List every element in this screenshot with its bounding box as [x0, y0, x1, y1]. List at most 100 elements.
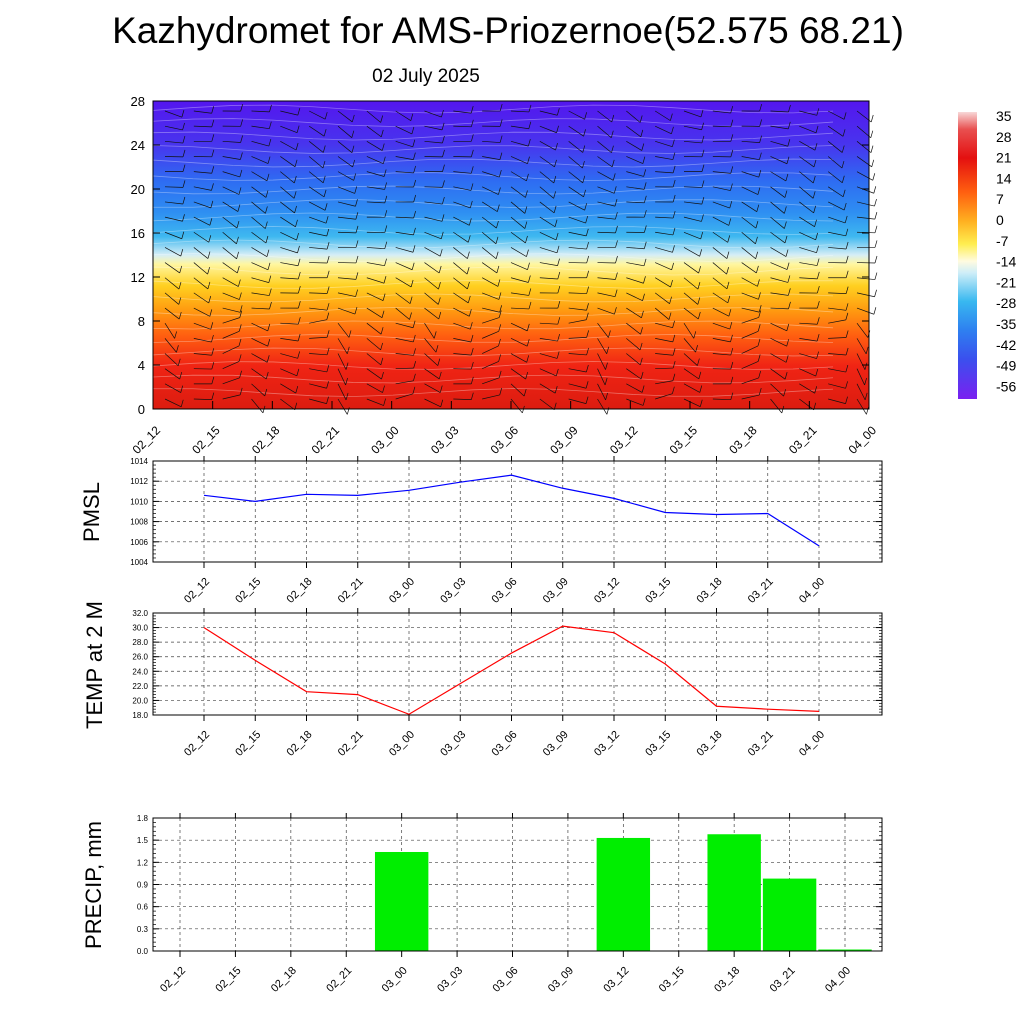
wind-barb-flag [499, 103, 503, 112]
wind-barb-flag [669, 296, 672, 304]
wind-barb [453, 201, 471, 209]
wind-barb [251, 353, 268, 363]
series-line [203, 474, 820, 547]
wind-barb [741, 361, 759, 370]
wind-barb-flag [785, 355, 789, 363]
wind-barb [309, 383, 327, 389]
wind-barb [799, 125, 817, 134]
wind-barb [828, 247, 847, 250]
wind-barb-flag [351, 145, 355, 153]
wind-barb-flag [326, 312, 330, 320]
wind-barb-flag [236, 265, 240, 274]
wind-barb [222, 231, 237, 245]
wind-barb [481, 247, 497, 260]
wind-barb [712, 171, 731, 174]
wind-barb [453, 292, 469, 304]
wind-barb-flag [642, 156, 646, 164]
wind-barb-flag [758, 170, 762, 178]
colorbar-label: 14 [996, 170, 1012, 186]
wind-barb-flag [586, 364, 589, 373]
wind-barb [366, 171, 385, 177]
wind-barb [626, 186, 645, 190]
wind-barb [164, 125, 183, 131]
wind-barb [482, 361, 499, 370]
y-tick-label: 18.0 [132, 711, 148, 720]
wind-barb [568, 201, 585, 211]
wind-barb-flag [730, 149, 734, 157]
wind-barb-flag [470, 106, 474, 114]
x-tick-label: 03_06 [488, 423, 522, 457]
wind-barb-flag [322, 175, 326, 183]
wind-barb [510, 171, 527, 182]
wind-barb [308, 156, 324, 169]
wind-barb-flag [413, 227, 416, 235]
wind-barb [481, 201, 498, 212]
wind-barb-flag [410, 113, 414, 121]
y-tick-label: 1.2 [137, 858, 149, 867]
x-tick-label: 02_21 [336, 576, 366, 606]
wind-barb-flag [784, 372, 788, 380]
wind-barb-flag [726, 251, 730, 259]
x-tick-label: 02_21 [309, 423, 343, 457]
wind-barb [828, 337, 847, 339]
wind-barb [510, 125, 529, 130]
wind-barb-flag [697, 358, 700, 366]
wind-barb-flag [181, 110, 185, 118]
wind-barb [424, 338, 437, 353]
wind-barb-flag [179, 265, 183, 274]
colorbar-gradient [958, 112, 977, 399]
colorbar-label: 21 [996, 150, 1012, 166]
wind-barb [770, 247, 787, 257]
wind-barb-flag [758, 387, 762, 396]
wind-barb [251, 110, 270, 113]
wind-barb-flag [498, 370, 502, 378]
wind-barb [799, 110, 817, 116]
wind-barb [251, 216, 266, 229]
wind-barb-flag [557, 333, 560, 342]
wind-barb-flag [470, 361, 474, 370]
wind-barb [568, 171, 583, 184]
wind-barb [828, 368, 846, 373]
wind-barb [770, 262, 788, 270]
wind-barb-flag [874, 272, 878, 280]
wind-barb [741, 307, 760, 313]
y-tick-label: 28.0 [132, 638, 148, 647]
wind-barb [568, 216, 586, 224]
wind-barb-flag [523, 388, 527, 397]
wind-barb [337, 338, 348, 354]
wind-barb [828, 383, 846, 389]
wind-barb-flag [467, 281, 470, 290]
wind-barb-flag [865, 346, 869, 354]
wind-barb [568, 186, 584, 198]
wind-barb [424, 383, 441, 393]
colorbar-label: -14 [996, 254, 1016, 270]
wind-barb [164, 216, 183, 222]
x-tick-label: 03_18 [695, 729, 725, 759]
wind-barb [424, 292, 439, 305]
wind-barb-flag [874, 289, 877, 297]
wind-barb-flag [182, 135, 186, 144]
wind-barb-flag [758, 292, 761, 300]
x-tick-label: 03_09 [547, 423, 581, 457]
wind-barb-flag [672, 227, 676, 236]
wind-barb-flag [438, 282, 441, 290]
wind-barb-flag [554, 386, 558, 394]
wind-barb-flag [208, 235, 212, 243]
wind-barb-flag [410, 279, 414, 288]
wind-barb-flag [670, 279, 673, 288]
wind-barb-flag [409, 296, 413, 304]
wind-barb-flag [211, 334, 214, 343]
wind-barb-flag [412, 245, 416, 253]
y-tick-label: 0 [138, 402, 145, 417]
wind-barb [280, 171, 295, 184]
wind-barb [799, 277, 818, 280]
wind-barb-flag [615, 212, 618, 220]
wind-barb-flag [265, 371, 269, 380]
wind-barb [309, 231, 327, 237]
wind-barb [164, 368, 180, 380]
wind-barb-flag [442, 196, 445, 205]
wind-barb-flag [411, 262, 415, 270]
wind-barb-flag [498, 324, 502, 332]
wind-barb-flag [176, 345, 179, 353]
wind-barb-flag [870, 114, 874, 123]
